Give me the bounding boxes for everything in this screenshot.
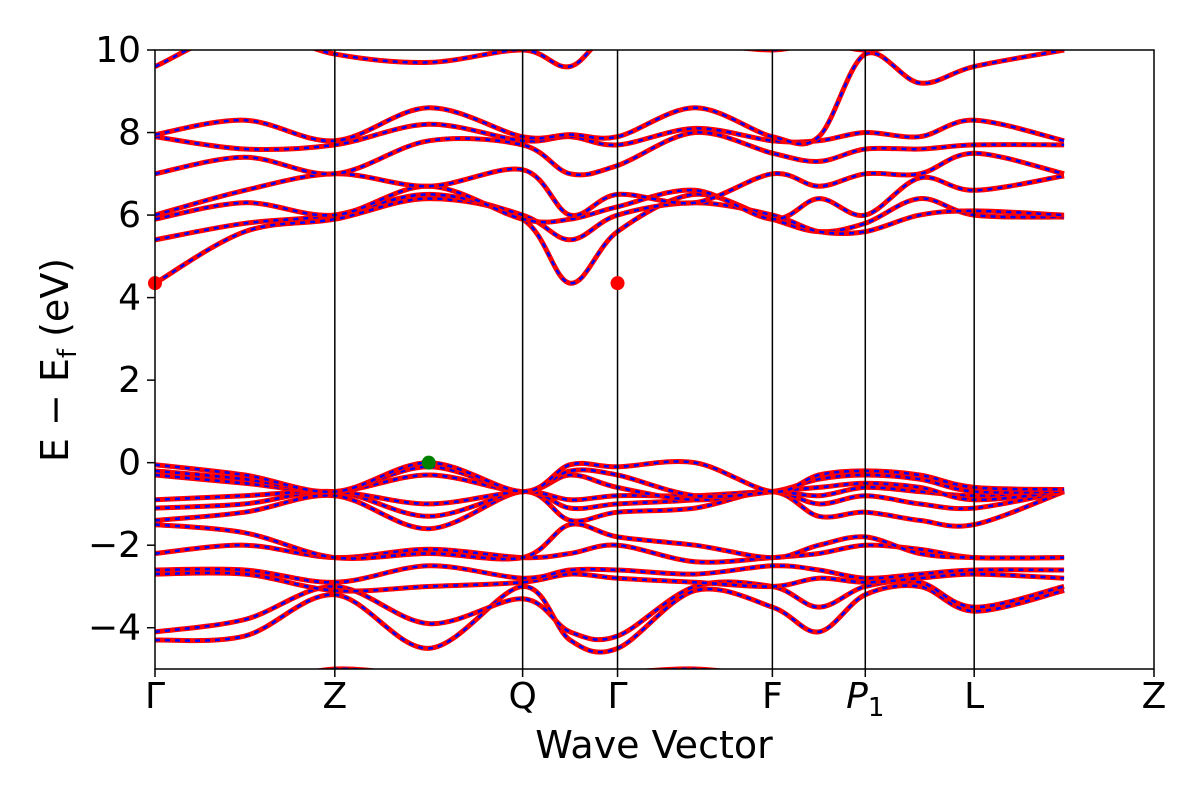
- y-axis-title: E − Ef (eV): [33, 258, 83, 462]
- x-tick-label: F: [762, 676, 783, 717]
- x-tick-label: Q: [508, 676, 536, 717]
- band-0-dashed: [322, 667, 715, 669]
- marker-vbm: [421, 455, 436, 470]
- y-tick-label: −2: [88, 525, 141, 566]
- y-tick-label: 0: [118, 443, 141, 484]
- band-2-dashed: [155, 579, 1065, 641]
- x-tick-label: P1: [846, 676, 884, 723]
- y-axis-ticks: −4 −2 0 2 4 6 8 10: [88, 30, 155, 649]
- x-axis-ticks: Γ Z Q Γ F P1 L Z: [145, 669, 1166, 723]
- y-tick-label: 10: [95, 30, 141, 71]
- y-tick-label: 8: [118, 113, 141, 154]
- plot-frame: [154, 49, 1155, 670]
- x-axis-title: Wave Vector: [535, 723, 773, 767]
- y-tick-label: 6: [118, 195, 141, 236]
- x-tick-label: Γ: [145, 676, 165, 717]
- marker-cbm-2: [610, 276, 625, 291]
- x-tick-label: Z: [322, 676, 347, 717]
- y-axis-title-main: E − E: [33, 358, 77, 462]
- high-symmetry-lines: [334, 50, 975, 669]
- y-tick-label: 4: [118, 278, 141, 319]
- y-axis-title-unit: (eV): [33, 258, 77, 349]
- band-0-solid: [314, 666, 727, 669]
- extrema-markers: [148, 276, 625, 470]
- x-tick-label: Γ: [608, 676, 628, 717]
- x-tick-label: L: [964, 676, 984, 717]
- x-tick-label: Z: [1142, 676, 1167, 717]
- y-tick-label: −4: [88, 608, 141, 649]
- y-tick-label: 2: [118, 360, 141, 401]
- y-axis-title-sub: f: [53, 348, 83, 358]
